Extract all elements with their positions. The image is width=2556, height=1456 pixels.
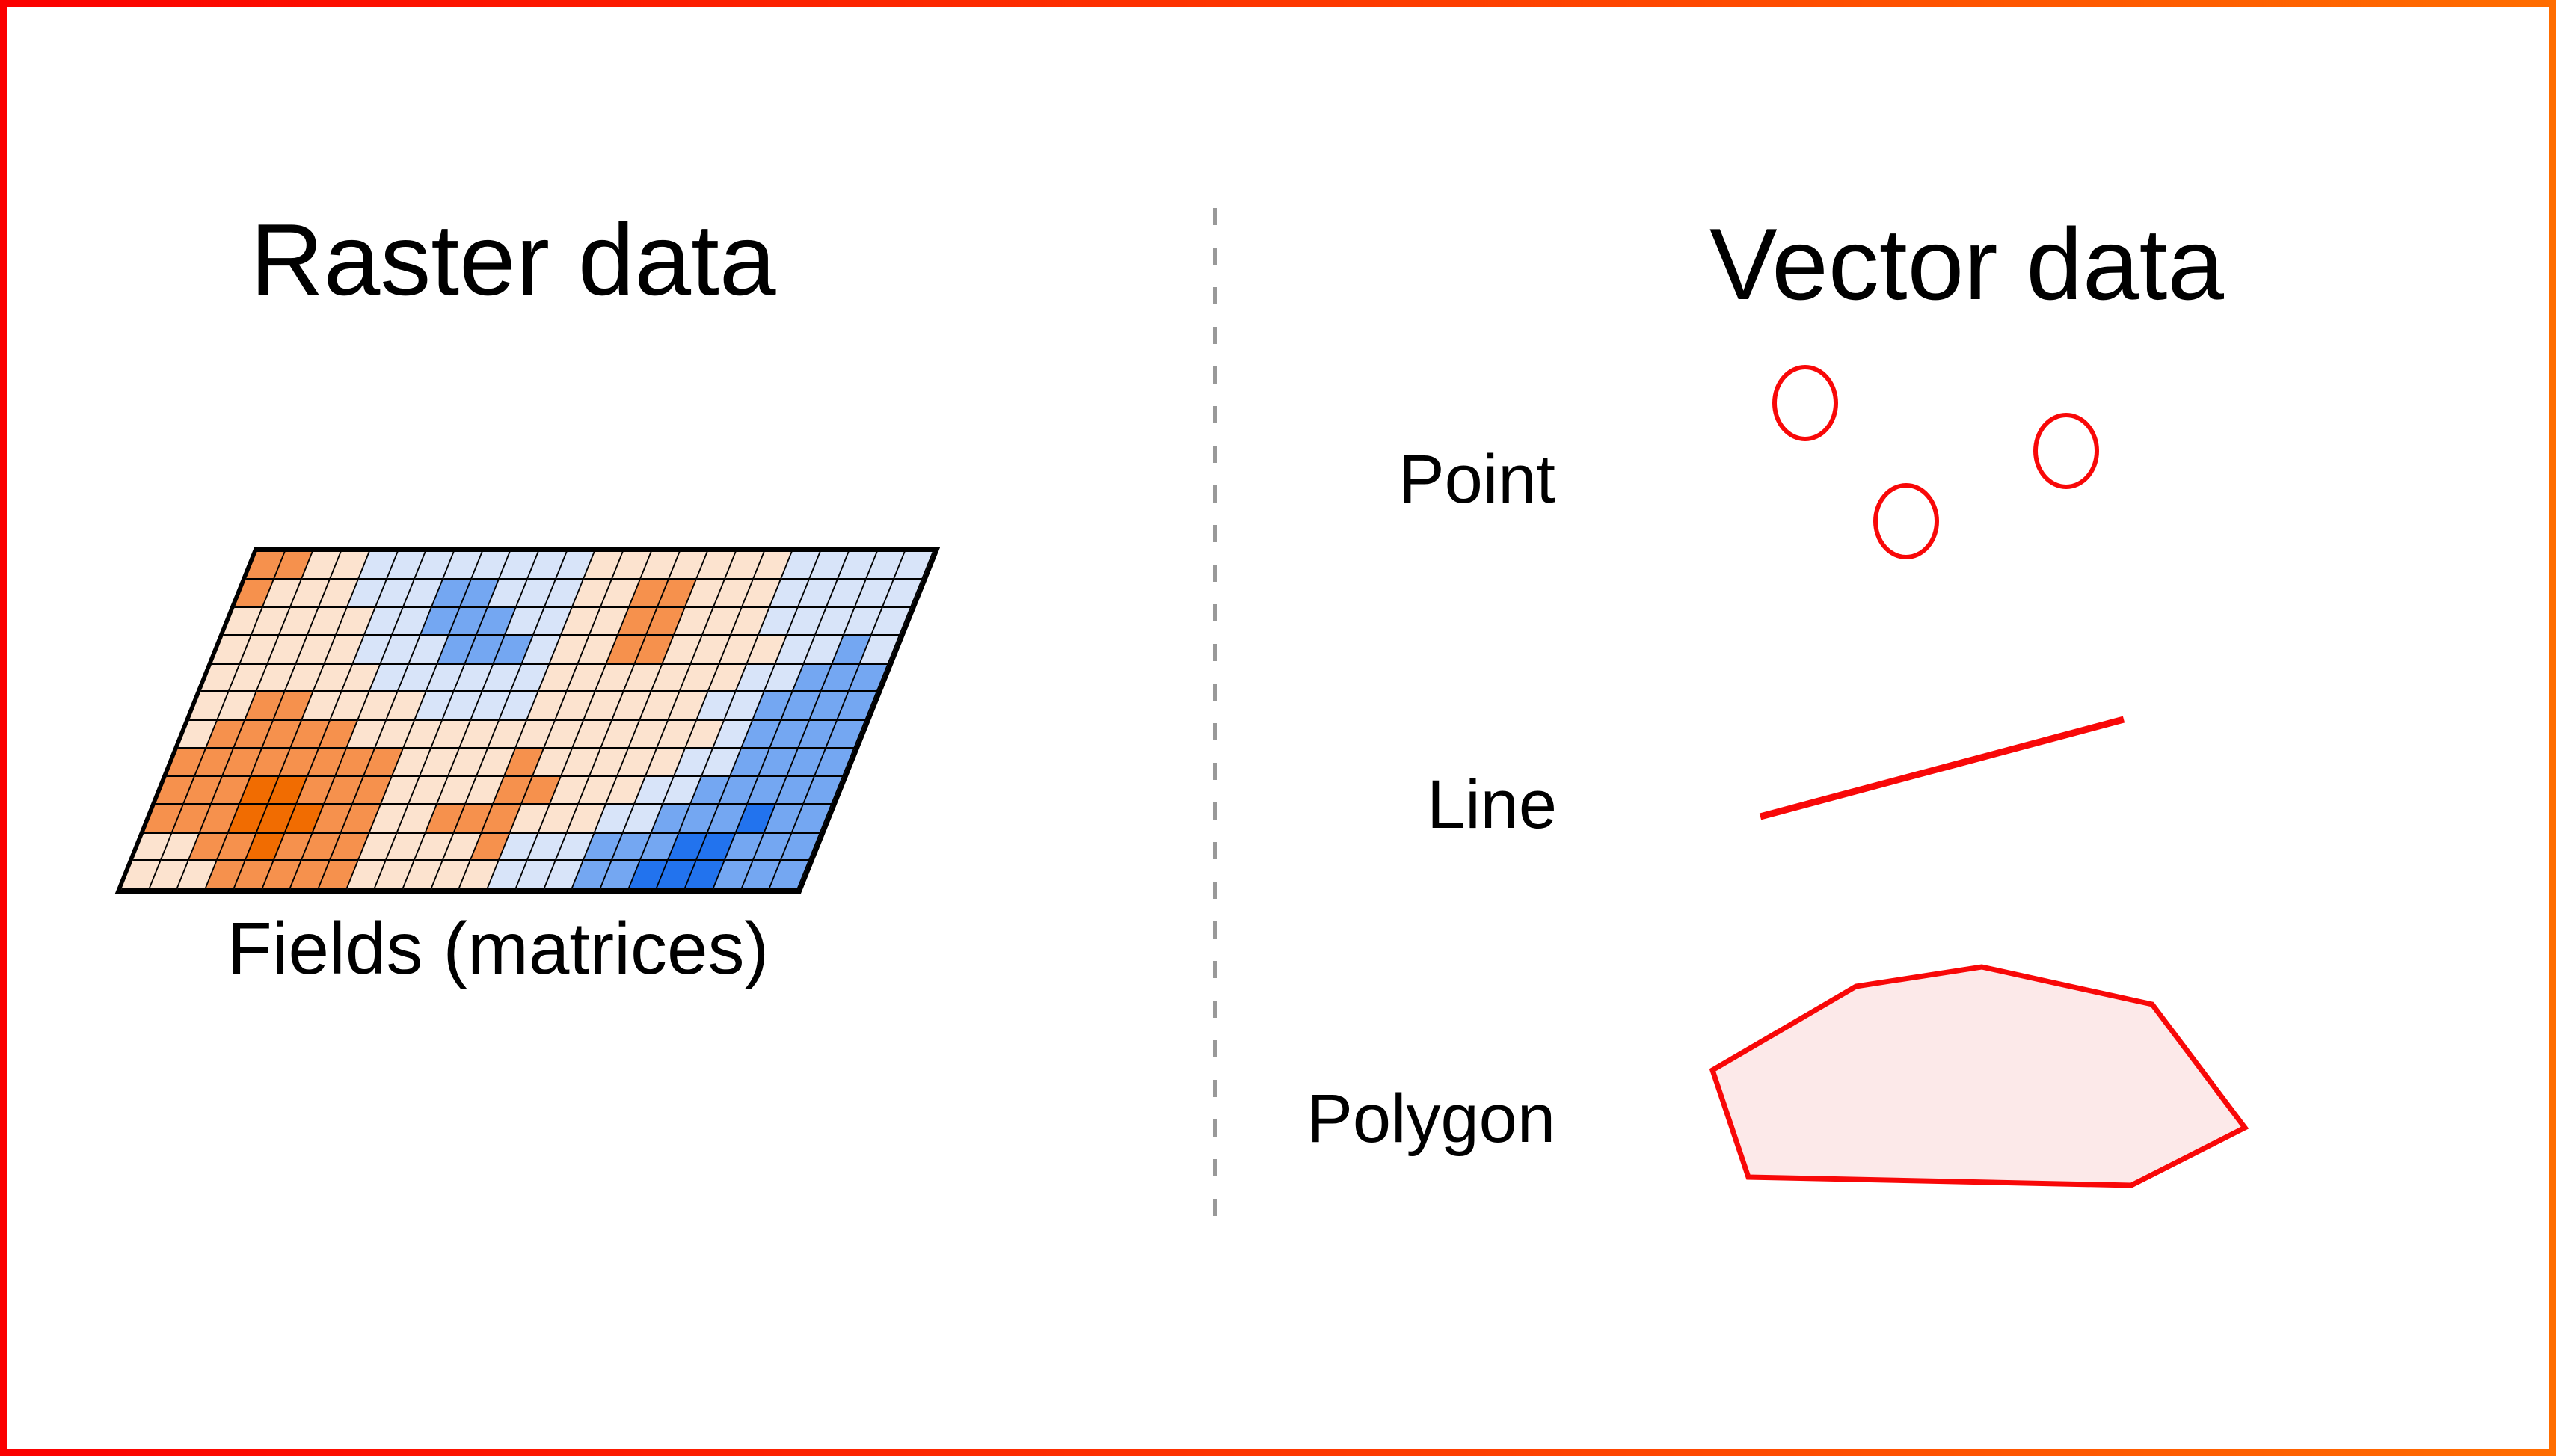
- point-marker: [2033, 413, 2099, 489]
- raster-grid-cells: [120, 552, 934, 890]
- polygon-label: Polygon: [1306, 1081, 1555, 1157]
- raster-grid: [114, 547, 941, 894]
- point-label: Point: [1398, 441, 1555, 517]
- line-shape: [1759, 716, 2125, 820]
- vector-data-title: Vector data: [1709, 207, 2225, 321]
- raster-caption: Fields (matrices): [227, 907, 769, 989]
- point-marker: [1873, 483, 1939, 559]
- polygon-shape: [1709, 964, 2249, 1188]
- raster-data-title: Raster data: [250, 203, 776, 316]
- line-label: Line: [1427, 767, 1557, 843]
- point-marker: [1772, 365, 1838, 441]
- diagram-canvas: Raster data Vector data Fields (matrices…: [7, 7, 2549, 1449]
